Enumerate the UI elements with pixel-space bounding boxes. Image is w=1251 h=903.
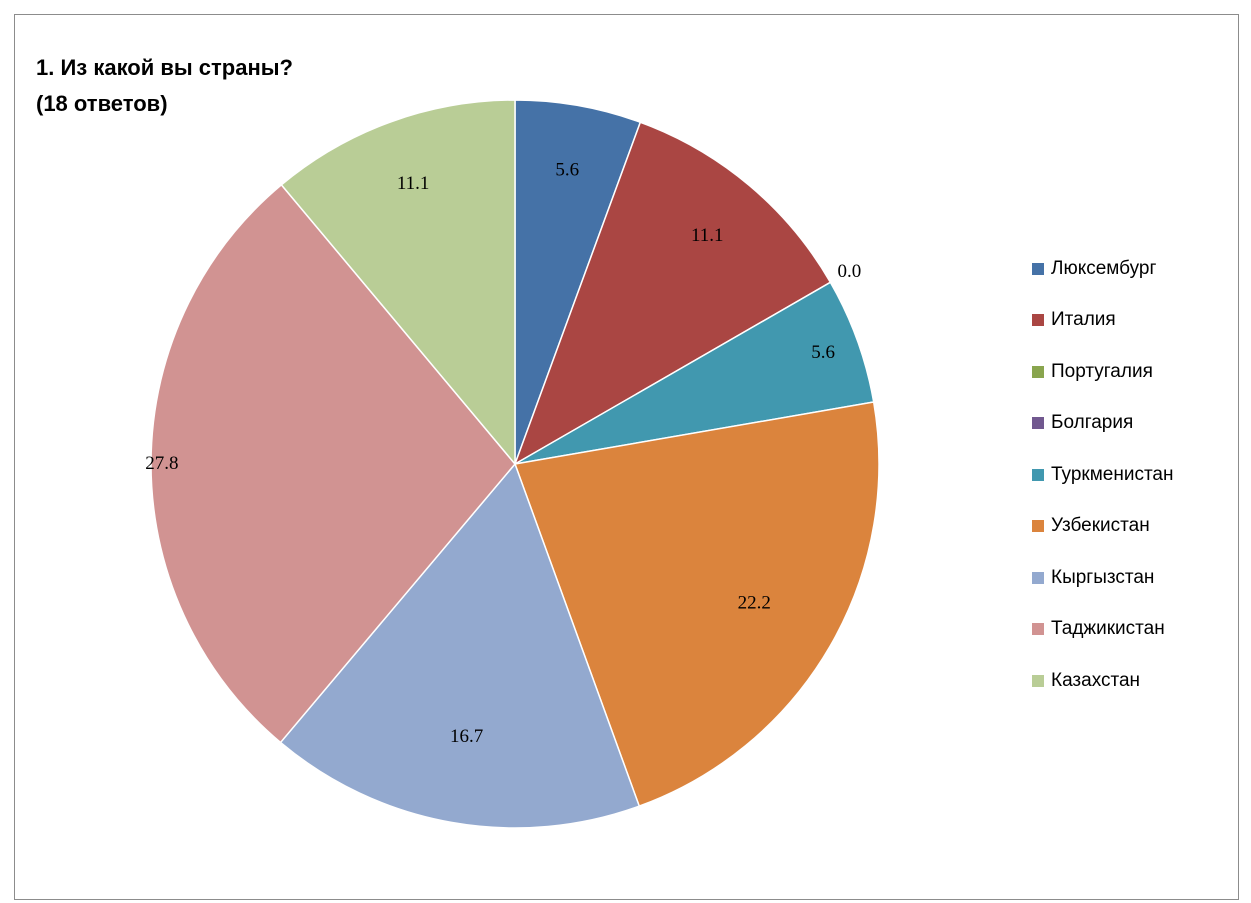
- legend-swatch: [1032, 623, 1044, 636]
- legend-item-болгария: Болгария: [1032, 398, 1174, 450]
- legend-label: Таджикистан: [1051, 618, 1165, 640]
- legend-item-узбекистан: Узбекистан: [1032, 501, 1174, 553]
- chart-title: 1. Из какой вы страны? (18 ответов): [36, 55, 293, 116]
- legend-label: Люксембург: [1051, 257, 1157, 279]
- data-label-кыргызстан: 16.7: [450, 726, 483, 747]
- data-label-португалия: 0.0: [837, 261, 861, 282]
- legend-item-италия: Италия: [1032, 295, 1174, 347]
- legend-item-кыргызстан: Кыргызстан: [1032, 552, 1174, 604]
- legend-label: Болгария: [1051, 412, 1134, 434]
- legend-swatch: [1032, 365, 1044, 378]
- legend-label: Казахстан: [1051, 669, 1141, 691]
- legend-swatch: [1032, 674, 1044, 687]
- legend-item-люксембург: Люксембург: [1032, 243, 1174, 295]
- legend-swatch: [1032, 417, 1044, 430]
- data-label-казахстан: 11.1: [397, 173, 430, 194]
- legend-item-туркменистан: Туркменистан: [1032, 449, 1174, 501]
- chart-legend: Люксембург Италия Португалия Болгария Туркме…: [1032, 243, 1174, 707]
- pie-slice-италия: [513, 121, 832, 466]
- legend-swatch: [1032, 520, 1044, 533]
- pie-slice-казахстан: [280, 99, 516, 467]
- legend-item-португалия: Португалия: [1032, 346, 1174, 398]
- legend-label: Италия: [1051, 309, 1116, 331]
- legend-item-таджикистан: Таджикистан: [1032, 604, 1174, 656]
- pie-slice-люксембург: [514, 99, 642, 465]
- legend-swatch: [1032, 314, 1044, 327]
- legend-swatch: [1032, 262, 1044, 275]
- legend-swatch: [1032, 468, 1044, 481]
- legend-swatch: [1032, 571, 1044, 584]
- legend-label: Португалия: [1051, 360, 1153, 382]
- data-label-таджикистан: 27.8: [145, 453, 178, 474]
- data-label-люксембург: 5.6: [555, 160, 579, 181]
- legend-label: Узбекистан: [1051, 515, 1150, 537]
- pie-slice-кыргызстан: [279, 462, 641, 829]
- pie-slice-туркменистан: [514, 281, 875, 465]
- pie-labels: 5.6 11.1 0.0 5.6 22.2 16.7 27.8 11.1: [145, 160, 861, 747]
- legend-item-казахстан: Казахстан: [1032, 655, 1174, 707]
- data-label-туркменистан: 5.6: [811, 342, 835, 363]
- data-label-узбекистан: 22.2: [738, 592, 771, 613]
- pie-slice-таджикистан: [150, 183, 516, 744]
- legend-label: Туркменистан: [1051, 463, 1174, 485]
- pie-slices: [150, 99, 880, 829]
- data-label-италия: 11.1: [691, 225, 724, 246]
- legend-label: Кыргызстан: [1051, 566, 1155, 588]
- pie-slice-узбекистан: [513, 401, 880, 808]
